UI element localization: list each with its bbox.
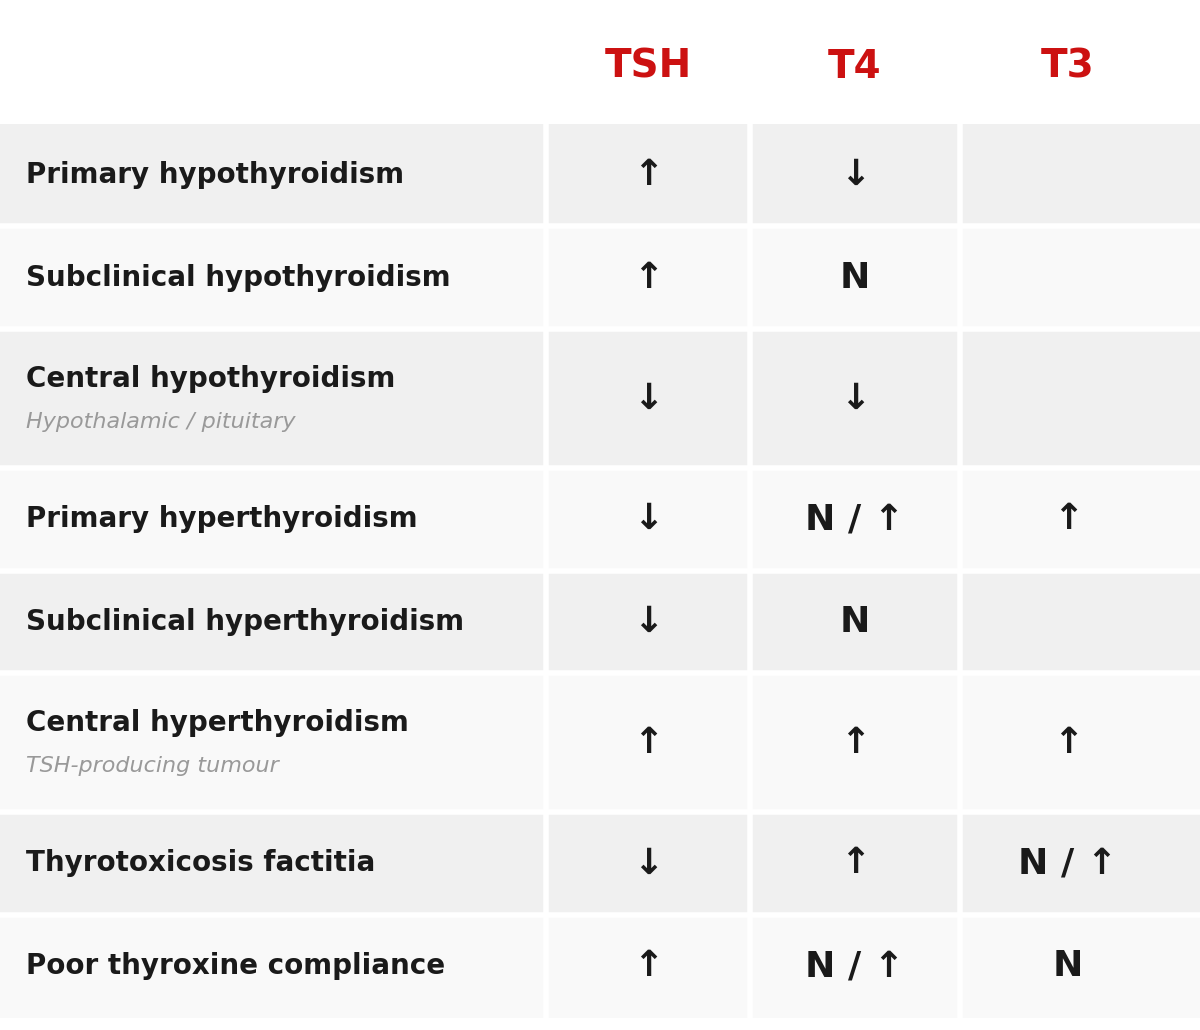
Bar (0, 812, 1200, 915)
Text: ↓: ↓ (632, 381, 664, 415)
Bar (0, 468, 1200, 571)
Text: ↑: ↑ (632, 726, 664, 760)
Text: Hypothalamic / pituitary: Hypothalamic / pituitary (26, 412, 296, 432)
Text: Primary hypothyroidism: Primary hypothyroidism (26, 161, 404, 188)
Text: Central hypothyroidism: Central hypothyroidism (26, 365, 396, 393)
Text: N: N (840, 605, 870, 639)
Bar (0, 915, 1200, 1018)
Text: ↑: ↑ (840, 847, 870, 881)
Bar (0, 26, 1200, 108)
Bar (0, 674, 1200, 812)
Bar (0, 330, 1200, 468)
Text: N / ↑: N / ↑ (1019, 847, 1117, 881)
Text: TSH: TSH (605, 48, 691, 85)
Text: ↑: ↑ (632, 950, 664, 984)
Text: ↓: ↓ (632, 605, 664, 639)
Bar (0, 124, 1200, 227)
Text: ↓: ↓ (840, 381, 870, 415)
Text: N / ↑: N / ↑ (805, 950, 905, 984)
Text: Primary hyperthyroidism: Primary hyperthyroidism (26, 506, 418, 534)
Text: ↓: ↓ (840, 158, 870, 192)
Text: ↑: ↑ (1052, 726, 1084, 760)
Text: Subclinical hyperthyroidism: Subclinical hyperthyroidism (26, 608, 464, 636)
Text: ↑: ↑ (840, 726, 870, 760)
Text: T4: T4 (828, 48, 882, 85)
Text: ↓: ↓ (632, 503, 664, 537)
Text: ↑: ↑ (632, 158, 664, 192)
Text: Central hyperthyroidism: Central hyperthyroidism (26, 710, 409, 737)
Text: ↑: ↑ (632, 261, 664, 295)
Text: N: N (1052, 950, 1084, 984)
Text: N / ↑: N / ↑ (805, 503, 905, 537)
Text: T3: T3 (1042, 48, 1094, 85)
Text: N: N (840, 261, 870, 295)
Text: Subclinical hypothyroidism: Subclinical hypothyroidism (26, 264, 451, 291)
Text: Thyrotoxicosis factitia: Thyrotoxicosis factitia (26, 850, 376, 878)
Text: ↓: ↓ (632, 847, 664, 881)
Text: Poor thyroxine compliance: Poor thyroxine compliance (26, 953, 445, 981)
Bar (0, 227, 1200, 330)
Bar (0, 571, 1200, 674)
Text: TSH-producing tumour: TSH-producing tumour (26, 756, 280, 777)
Text: ↑: ↑ (1052, 503, 1084, 537)
